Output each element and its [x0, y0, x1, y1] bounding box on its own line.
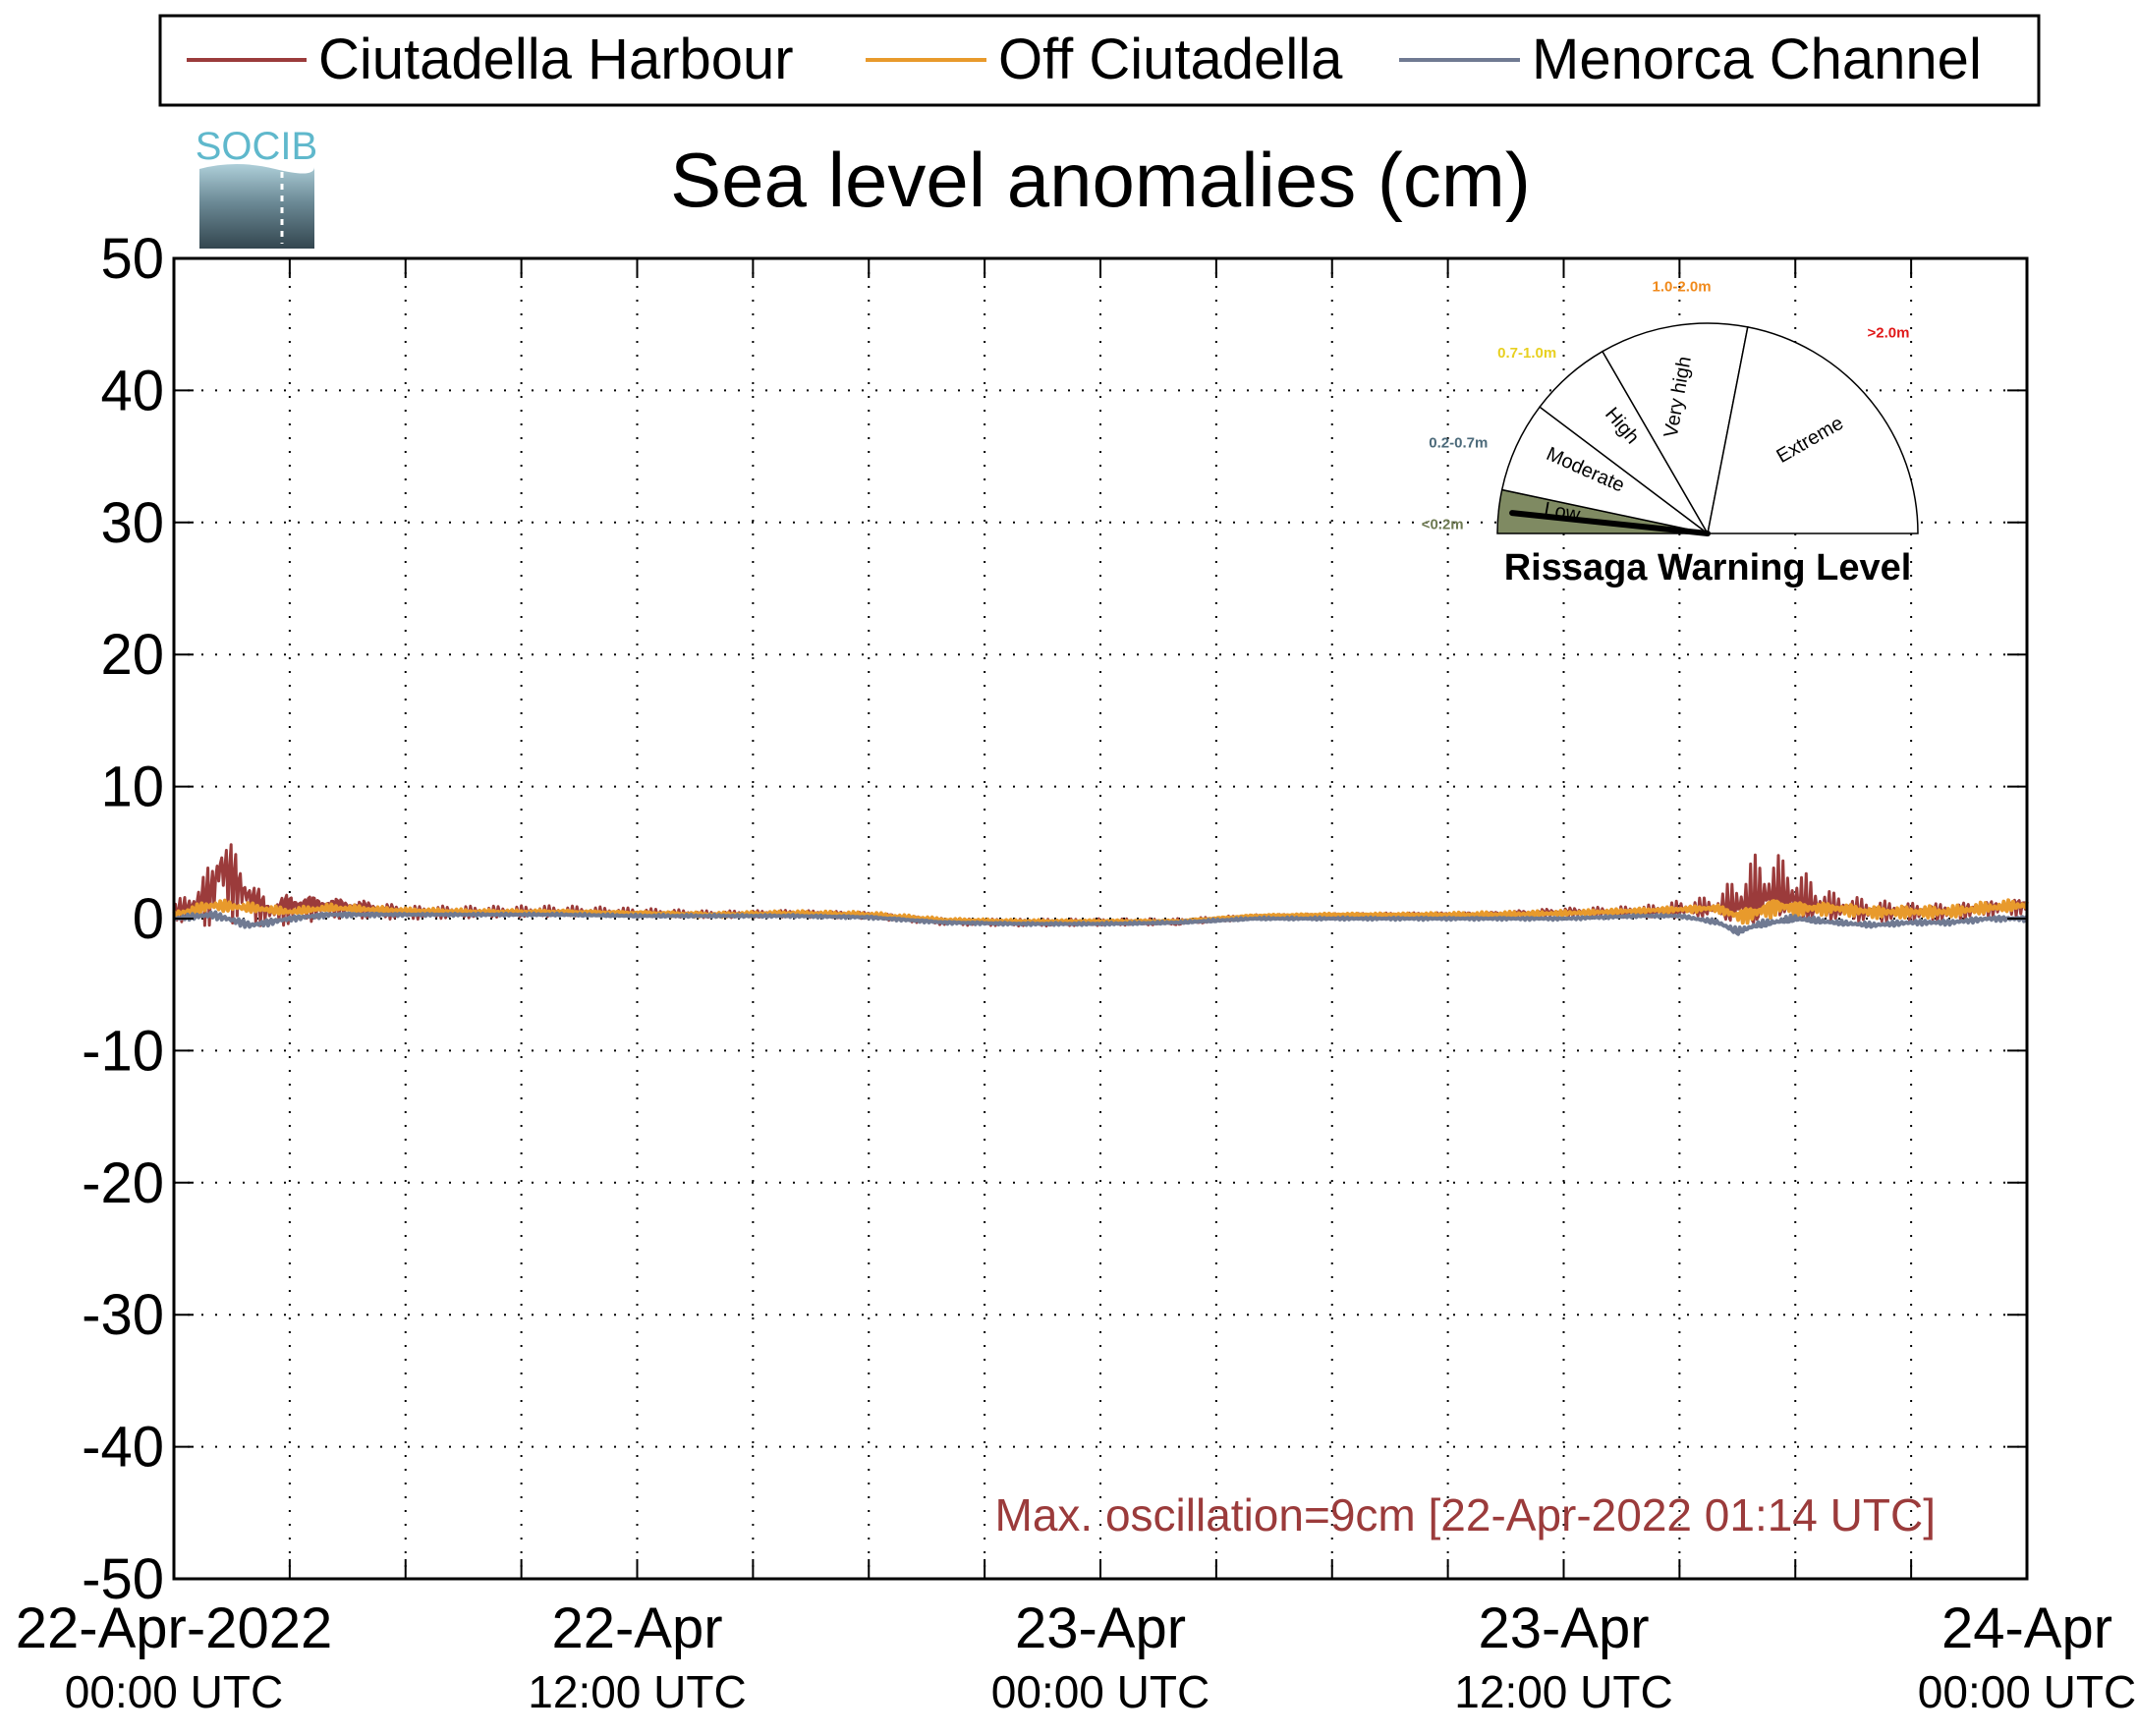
x-tick-label-date: 24-Apr — [1941, 1596, 2112, 1660]
legend-label-off-ciutadella: Off Ciutadella — [998, 28, 1343, 91]
y-tick-label: -10 — [82, 1019, 164, 1083]
gauge-range-label: 0.7-1.0m — [1497, 345, 1556, 362]
series-line-menorca-channel — [172, 910, 2028, 936]
legend: Ciutadella Harbour Off Ciutadella Menorc… — [158, 14, 2041, 107]
chart-title: Sea level anomalies (cm) — [670, 137, 1531, 223]
y-tick-label: 10 — [100, 756, 164, 819]
legend-box — [158, 14, 2041, 107]
x-tick-label-time: 12:00 UTC — [1454, 1666, 1672, 1717]
y-tick-label: 0 — [133, 887, 164, 951]
legend-label-menorca-channel: Menorca Channel — [1532, 28, 1982, 91]
legend-label-ciutadella-harbour: Ciutadella Harbour — [318, 28, 794, 91]
gauge-range-label: 1.0-2.0m — [1653, 278, 1712, 295]
gauge-sector-4 — [1707, 326, 1919, 534]
socib-logo: SOCIB — [196, 125, 317, 249]
x-tick-label-date: 23-Apr — [1478, 1596, 1649, 1660]
y-axis: 50 40 30 20 10 0 -10 -20 -30 -40 -50 — [82, 227, 2027, 1611]
x-tick-label-time: 00:00 UTC — [65, 1666, 283, 1717]
x-tick-label-time: 00:00 UTC — [1918, 1666, 2136, 1717]
logo-wave-icon — [199, 164, 314, 249]
gauge-range-label: >2.0m — [1868, 325, 1910, 342]
y-tick-label: 40 — [100, 359, 164, 422]
gauge-title: Rissaga Warning Level — [1504, 547, 1912, 588]
gauge-range-label: 0.2-0.7m — [1429, 435, 1488, 452]
y-tick-label: -50 — [82, 1547, 164, 1611]
x-tick-label-time: 00:00 UTC — [991, 1666, 1209, 1717]
gauge-needle — [1509, 510, 1711, 536]
y-tick-label: -40 — [82, 1416, 164, 1480]
series-group — [172, 843, 2029, 936]
x-tick-label-date: 22-Apr-2022 — [16, 1596, 332, 1660]
y-tick-label: -20 — [82, 1151, 164, 1215]
y-tick-label: -30 — [82, 1283, 164, 1347]
y-tick-label: 50 — [100, 227, 164, 291]
gauge-sector-3 — [1601, 322, 1749, 536]
gauge-range-label: <0.2m — [1422, 517, 1464, 533]
logo-text: SOCIB — [196, 125, 317, 168]
x-axis: 22-Apr-2022 00:00 UTC 22-Apr 12:00 UTC 23-Ap… — [16, 258, 2136, 1717]
x-tick-label-date: 23-Apr — [1015, 1596, 1186, 1660]
x-tick-label-time: 12:00 UTC — [528, 1666, 746, 1717]
x-tick-label-date: 22-Apr — [551, 1596, 722, 1660]
max-oscillation-annotation: Max. oscillation=9cm [22-Apr-2022 01:14 … — [995, 1489, 1937, 1540]
y-tick-label: 20 — [100, 623, 164, 687]
y-tick-label: 30 — [100, 491, 164, 555]
